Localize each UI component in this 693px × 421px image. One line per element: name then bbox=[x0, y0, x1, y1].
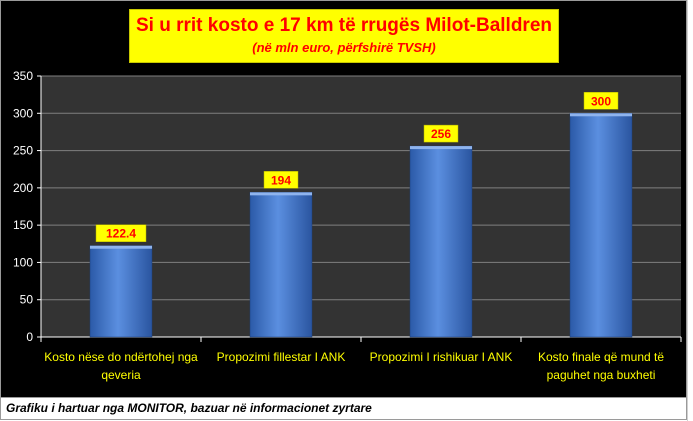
data-label-box bbox=[423, 124, 459, 143]
chart-title-box: Si u rrit kosto e 17 km të rrugës Milot-… bbox=[129, 9, 559, 63]
data-label: 122.4 bbox=[106, 227, 136, 241]
x-category-label: Propozimi I rishikuar I ANK bbox=[370, 350, 513, 364]
spreadsheet-edge bbox=[687, 0, 693, 421]
chart-subtitle: (në mln euro, përfshirë TVSH) bbox=[252, 40, 436, 55]
bar-top-highlight bbox=[250, 192, 312, 196]
bar-top-highlight bbox=[570, 113, 632, 117]
bar bbox=[89, 245, 153, 338]
y-tick-label: 250 bbox=[13, 144, 33, 158]
bar bbox=[569, 113, 633, 338]
y-tick-label: 200 bbox=[13, 181, 33, 195]
chart-title: Si u rrit kosto e 17 km të rrugës Milot-… bbox=[136, 15, 552, 36]
footer: Grafiku i hartuar nga MONITOR, bazuar në… bbox=[0, 398, 687, 420]
bar bbox=[249, 192, 313, 338]
y-tick-label: 350 bbox=[13, 69, 33, 83]
y-tick-label: 0 bbox=[26, 330, 33, 344]
x-category-label: qeveria bbox=[101, 368, 141, 382]
bar-top-highlight bbox=[410, 146, 472, 150]
y-tick-label: 300 bbox=[13, 106, 33, 120]
bar bbox=[409, 145, 473, 338]
x-category-label: paguhet nga buxheti bbox=[547, 368, 656, 382]
data-label: 300 bbox=[591, 94, 611, 108]
y-tick-label: 50 bbox=[20, 293, 34, 307]
y-tick-label: 100 bbox=[13, 255, 33, 269]
data-label-box bbox=[583, 92, 619, 110]
data-label: 256 bbox=[431, 127, 451, 141]
x-category-label: Kosto nëse do ndërtohej nga bbox=[44, 350, 198, 364]
bar-chart: 0 50 100 150 200 250 300 350 122.4 Kosto nëse do … bbox=[13, 69, 682, 382]
footer-note: Grafiku i hartuar nga MONITOR, bazuar në… bbox=[6, 401, 372, 415]
y-tick-label: 150 bbox=[13, 218, 33, 232]
x-category-label: Kosto finale që mund të bbox=[538, 350, 664, 364]
x-category-label: Propozimi fillestar I ANK bbox=[217, 350, 346, 364]
chart-frame: 0 50 100 150 200 250 300 350 122.4 Kosto nëse do … bbox=[0, 0, 687, 398]
data-label-box bbox=[263, 171, 299, 189]
data-label: 194 bbox=[271, 173, 291, 187]
bar-top-highlight bbox=[90, 245, 152, 249]
data-label-box bbox=[95, 224, 147, 242]
